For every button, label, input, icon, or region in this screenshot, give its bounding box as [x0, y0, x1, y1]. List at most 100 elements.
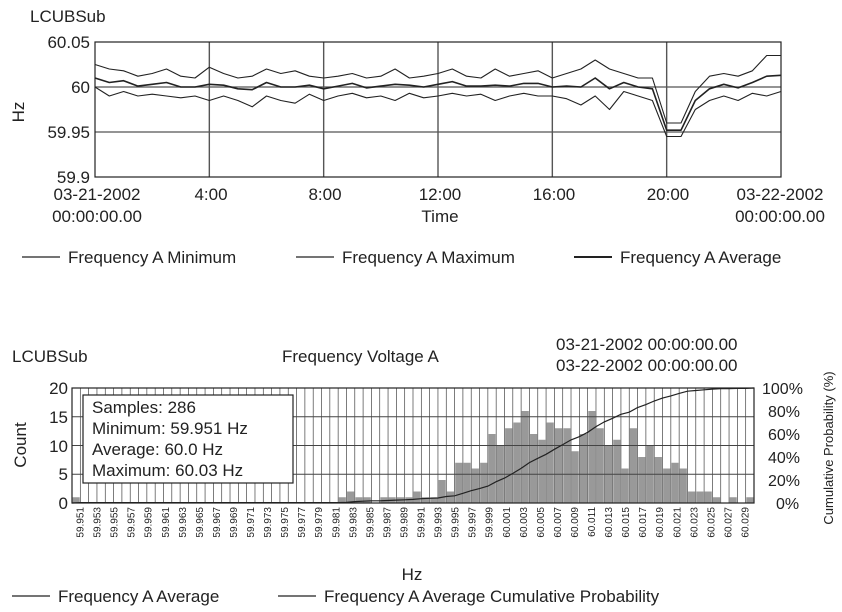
chart2-xtick: 60.005	[536, 507, 547, 538]
histogram-bar	[621, 468, 629, 503]
histogram-bar	[629, 428, 637, 503]
histogram-bar	[679, 468, 687, 503]
stats-samples: Samples: 286	[92, 398, 196, 417]
chart2-xtick: 60.023	[689, 507, 700, 538]
chart1-ytick: 60	[71, 78, 90, 97]
histogram-bar	[421, 497, 430, 503]
chart2-y2tick: 80%	[768, 404, 800, 421]
chart1-y-ticks: 60.05 60 59.95 59.9	[47, 33, 90, 187]
histogram-bar	[704, 491, 712, 503]
chart2-xtick: 59.953	[93, 507, 104, 538]
histogram-bar	[563, 428, 571, 503]
chart2-ytick: 5	[59, 465, 68, 484]
series-frequency-avg-line	[94, 74, 782, 131]
chart2-xtick: 60.021	[672, 507, 683, 538]
series-frequency-max-line	[94, 54, 781, 124]
histogram-bar	[521, 411, 529, 503]
chart2-y2tick: 20%	[768, 473, 800, 490]
histogram-bar	[596, 428, 604, 503]
chart2-ylabel: Count	[11, 422, 30, 468]
chart1-xlabel: Time	[421, 207, 458, 226]
chart2-xlabel: Hz	[402, 565, 423, 584]
chart2-xtick: 59.951	[76, 507, 87, 538]
chart2-xtick: 59.975	[280, 507, 291, 538]
chart2-y2tick: 0%	[776, 496, 799, 513]
histogram-bar	[505, 428, 513, 503]
chart2-legend: Frequency A Average Frequency A Average …	[12, 587, 660, 606]
chart2-title: LCUBSub	[12, 347, 88, 366]
chart1-xtick-date: 00:00:00.00	[735, 207, 825, 226]
histogram-bar	[455, 462, 463, 503]
timeseries-chart: LCUBSub 60.05 60 59.95 59.9 Hz 03-21-200…	[9, 7, 825, 267]
chart2-plot-frame	[71, 387, 755, 504]
chart1-xtick: 4:00	[194, 185, 227, 204]
chart2-ytick: 20	[49, 379, 68, 398]
histogram-bar	[538, 439, 546, 503]
chart2-xtick: 59.997	[468, 507, 479, 538]
chart2-subtitle: Frequency Voltage A	[282, 347, 440, 366]
histogram-bar	[72, 497, 80, 503]
histogram-bar	[488, 434, 496, 503]
legend-label-max: Frequency A Maximum	[342, 248, 515, 267]
histogram-bar	[729, 497, 737, 503]
chart2-xtick: 60.027	[723, 507, 734, 538]
chart2-xtick: 60.025	[706, 507, 717, 538]
chart2-xtick: 60.015	[621, 507, 632, 538]
chart2-xtick: 59.959	[144, 507, 155, 538]
histogram-bar	[613, 439, 621, 503]
chart2-xtick: 59.979	[314, 507, 325, 538]
chart2-xtick: 59.961	[161, 507, 172, 538]
chart2-y2tick: 60%	[768, 427, 800, 444]
chart2-xtick: 59.977	[297, 507, 308, 538]
chart2-xtick: 60.019	[655, 507, 666, 538]
chart2-xtick: 59.973	[263, 507, 274, 538]
chart2-xtick: 59.999	[485, 507, 496, 538]
stats-box-frame	[82, 394, 294, 484]
histogram-bar	[338, 497, 346, 503]
chart2-xtick: 59.955	[110, 507, 121, 538]
chart2-xtick: 59.991	[417, 507, 428, 538]
histogram-bar	[571, 451, 579, 503]
chart1-x-ticks: 03-21-2002 00:00:00.00 4:00 8:00 12:00 1…	[52, 185, 825, 226]
chart2-xtick: 59.985	[365, 507, 376, 538]
chart1-ytick: 59.9	[57, 168, 90, 187]
histogram-bar	[579, 434, 588, 503]
chart2-xtick: 59.957	[127, 507, 138, 538]
chart1-series-group	[94, 54, 782, 138]
chart2-xtick: 59.983	[348, 507, 359, 538]
chart2-ytick: 10	[49, 437, 68, 456]
chart1-xtick: 8:00	[308, 185, 341, 204]
histogram-bar	[654, 457, 662, 503]
histogram-bar	[363, 497, 371, 503]
chart2-stats-box: Samples: 286 Minimum: 59.951 Hz Average:…	[82, 394, 294, 484]
legend-label-avg: Frequency A Average	[620, 248, 781, 267]
histogram-bar	[413, 491, 421, 503]
chart2-xtick: 59.989	[400, 507, 411, 538]
chart2-xtick: 60.003	[519, 507, 530, 538]
chart2-xtick: 59.993	[434, 507, 445, 538]
chart1-xtick: 20:00	[647, 185, 690, 204]
chart2-xtick: 59.971	[246, 507, 257, 538]
chart1-title: LCUBSub	[30, 7, 106, 26]
chart1-legend: Frequency A Minimum Frequency A Maximum …	[22, 248, 781, 267]
legend-label-min: Frequency A Minimum	[68, 248, 236, 267]
histogram-bar	[530, 434, 538, 503]
chart1-grid	[95, 42, 781, 177]
chart2-xtick: 60.013	[604, 507, 615, 538]
chart2-xtick: 59.969	[229, 507, 240, 538]
histogram-bar	[588, 411, 596, 503]
chart2-xtick: 59.981	[331, 507, 342, 538]
histogram-bar	[355, 497, 363, 503]
histogram-bar	[663, 468, 671, 503]
histogram-bar	[696, 491, 704, 503]
histogram-bar	[746, 497, 754, 503]
histogram-bar	[713, 497, 721, 503]
histogram-bar	[430, 497, 438, 503]
histogram-bar	[554, 428, 563, 503]
histogram-chart: LCUBSub Frequency Voltage A 03-21-2002 0…	[11, 335, 836, 606]
chart2-y2-ticks: 100% 80% 60% 40% 20% 0%	[762, 381, 803, 513]
chart2-xtick: 59.963	[178, 507, 189, 538]
chart2-x-ticks: 59.951 59.953 59.955 59.957 59.959 59.961 59.9…	[76, 507, 752, 538]
chart2-xtick: 59.965	[195, 507, 206, 538]
histogram-bar	[480, 462, 488, 503]
